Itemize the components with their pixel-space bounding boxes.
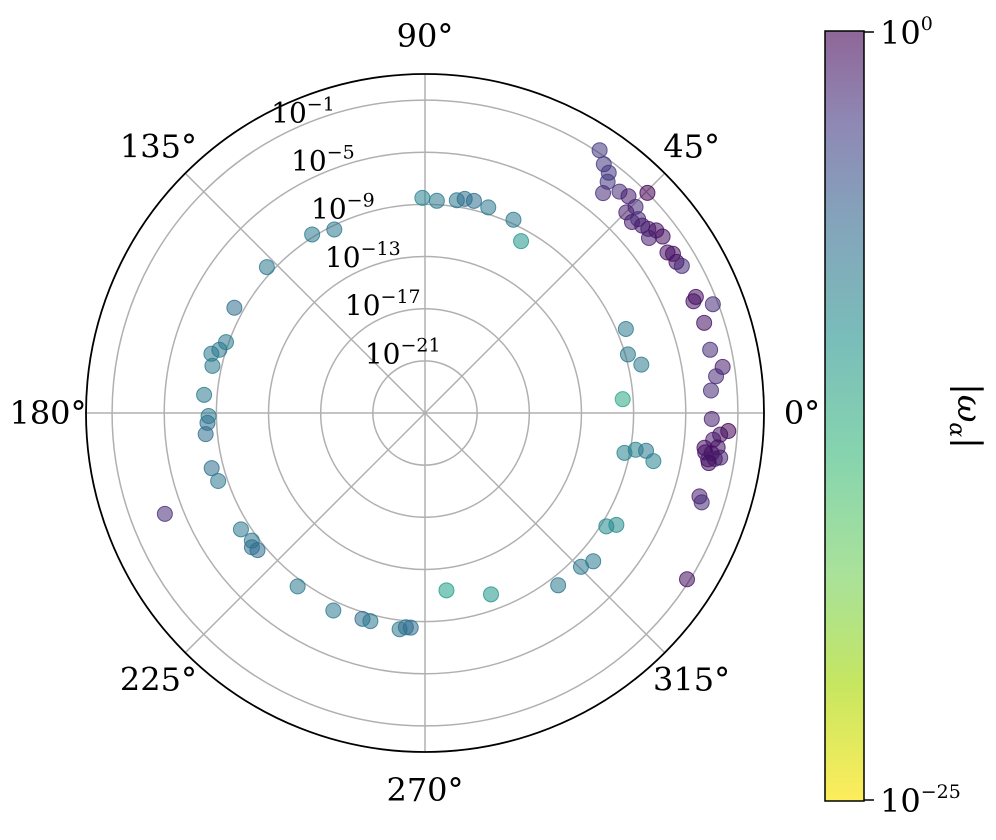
data-point [513,233,530,250]
angle-tick-45: 45° [663,127,720,165]
colorbar-max-label: 100 [880,13,933,52]
colorbar-label: |ωα| [944,383,989,449]
data-point [289,578,306,595]
data-point [608,516,625,533]
radial-gridline [267,255,583,571]
data-point [693,494,710,511]
angle-tick-270: 270° [386,771,463,809]
data-point [480,199,497,216]
angle-tick-labels: 0° 45° 90° 135° 180° 225° 270° 315° [9,17,820,809]
data-point [232,521,249,538]
angle-tick-135: 135° [120,127,197,165]
colorbar: 100 10−25 |ωα| [824,13,989,820]
radial-tick-label: 10−13 [325,238,401,274]
data-point [203,460,220,477]
data-point [204,357,221,374]
scatter-points [156,142,737,638]
polar-frame [85,73,765,753]
data-point [402,619,419,636]
angle-tick-90: 90° [397,17,454,55]
data-point [482,586,499,603]
data-point [703,411,720,428]
radial-gridline [319,307,531,519]
data-point [685,293,702,310]
radial-tick-label: 10−9 [311,190,375,226]
data-point [226,299,243,316]
data-point [550,577,567,594]
radial-tick-label: 10−17 [345,286,421,322]
data-point [465,192,482,209]
colorbar-min-label: 10−25 [880,781,961,820]
data-point [673,257,690,274]
data-point [702,382,719,399]
data-point [645,453,662,470]
angle-gridline-315 [424,412,666,654]
data-point [696,314,713,331]
data-point [585,553,602,570]
data-point [654,228,671,245]
data-point [258,259,275,276]
radial-gridline [163,151,687,675]
data-point [639,184,656,201]
radial-tick-label: 10−1 [271,93,335,129]
radial-tick-label: 10−21 [365,334,441,370]
angle-tick-225: 225° [120,661,197,699]
data-point [614,391,631,408]
data-point [428,192,445,209]
data-point [591,142,608,159]
data-point [414,189,431,206]
radial-gridline [372,360,478,466]
data-point [249,542,266,559]
data-point [156,505,173,522]
data-point [362,613,379,630]
radial-tick-label: 10−5 [291,142,355,178]
data-point [438,582,455,599]
data-point [617,320,634,337]
data-point [211,341,228,358]
angle-tick-315: 315° [653,661,730,699]
data-point [704,296,721,313]
data-point [210,473,227,490]
data-point [640,230,657,247]
angle-gridline-225 [184,412,426,654]
radial-tick-labels: 10−21 10−17 10−13 10−9 10−5 10−1 [271,93,440,370]
data-point [633,356,650,373]
angle-gridline-135 [184,172,426,414]
angle-tick-0: 0° [784,394,820,432]
polar-grid [85,73,765,753]
data-point [700,455,717,472]
data-point [679,571,696,588]
data-point [702,341,719,358]
radial-gridline [111,99,739,727]
data-point [619,346,636,363]
data-point [505,211,522,228]
data-point [200,408,217,425]
data-point [708,368,725,385]
data-point [196,386,213,403]
data-point [325,602,342,619]
data-point [326,221,343,238]
data-point [595,185,612,202]
colorbar-gradient [824,30,865,802]
angle-tick-180: 180° [9,394,86,432]
data-point [304,226,321,243]
